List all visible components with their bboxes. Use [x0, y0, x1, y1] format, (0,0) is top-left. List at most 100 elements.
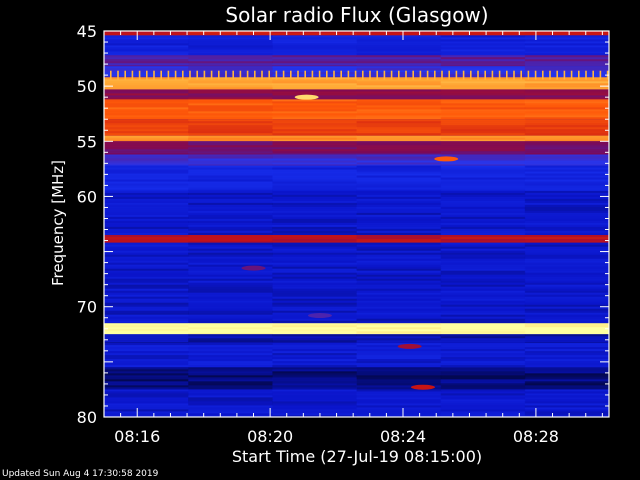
band-texture	[188, 385, 273, 388]
band-texture	[440, 415, 526, 417]
band-texture	[272, 298, 357, 301]
band-texture	[440, 145, 526, 148]
interference-tick	[110, 70, 112, 80]
band-texture	[272, 342, 357, 344]
band-texture	[524, 149, 610, 152]
band-texture	[524, 320, 610, 323]
band-texture	[272, 239, 357, 242]
band-texture	[188, 164, 273, 166]
band-texture	[440, 280, 526, 283]
band-texture	[440, 135, 526, 136]
band-texture	[104, 125, 189, 128]
band-texture	[104, 131, 189, 134]
band-texture	[440, 351, 526, 354]
band-texture	[104, 171, 189, 174]
band-texture	[104, 210, 189, 213]
band-texture	[272, 135, 357, 136]
band-texture	[188, 373, 273, 376]
band-texture	[524, 33, 610, 35]
band-texture	[188, 250, 273, 253]
band-texture	[440, 187, 526, 190]
band-texture	[104, 93, 189, 96]
band-texture	[524, 173, 610, 176]
band-texture	[524, 177, 610, 180]
interference-tick	[462, 70, 465, 80]
band-texture	[272, 212, 357, 215]
band-texture	[104, 338, 189, 341]
band-texture	[524, 49, 610, 52]
band-texture	[524, 208, 610, 211]
band-texture	[272, 171, 357, 174]
band-texture	[440, 254, 526, 257]
band-texture	[440, 165, 526, 168]
band-texture	[440, 244, 526, 247]
band-texture	[272, 399, 357, 402]
band-texture	[356, 294, 442, 297]
band-texture	[272, 383, 357, 386]
band-texture	[188, 282, 273, 285]
band-texture	[104, 292, 189, 295]
band-texture	[440, 181, 526, 184]
band-texture	[188, 286, 273, 289]
band-texture	[524, 135, 610, 138]
band-texture	[524, 242, 610, 245]
band-texture	[524, 70, 610, 73]
band-texture	[440, 391, 526, 394]
band-texture	[104, 173, 189, 176]
band-texture	[104, 325, 189, 328]
interference-tick	[491, 70, 494, 80]
band-texture	[104, 43, 189, 46]
band-texture	[440, 51, 526, 54]
band-texture	[356, 300, 442, 303]
band-texture	[188, 399, 273, 402]
band-texture	[524, 393, 610, 396]
interference-tick	[326, 70, 328, 80]
band-texture	[104, 379, 189, 382]
band-texture	[524, 244, 610, 247]
band-texture	[104, 63, 189, 66]
band-texture	[104, 250, 189, 253]
band-texture	[356, 214, 442, 217]
band-texture	[356, 252, 442, 255]
band-texture	[356, 333, 442, 335]
band-texture	[524, 407, 610, 410]
band-texture	[440, 97, 526, 100]
band-texture	[188, 262, 273, 265]
band-texture	[356, 31, 442, 33]
band-texture	[524, 154, 610, 157]
band-texture	[188, 284, 273, 287]
band-texture	[356, 125, 442, 128]
band-texture	[272, 109, 357, 112]
band-texture	[188, 72, 273, 75]
band-texture	[524, 250, 610, 253]
band-texture	[272, 41, 357, 44]
band-texture	[356, 147, 442, 150]
band-texture	[356, 151, 442, 154]
band-texture	[440, 89, 526, 92]
band-texture	[440, 93, 526, 96]
band-texture	[524, 413, 610, 416]
band-texture	[524, 270, 610, 273]
band-texture	[440, 47, 526, 50]
band-texture	[440, 363, 526, 366]
band-texture	[356, 381, 442, 384]
band-texture	[188, 158, 273, 161]
band-texture	[524, 298, 610, 301]
band-texture	[104, 139, 189, 142]
band-texture	[440, 113, 526, 116]
band-texture	[440, 59, 526, 62]
band-texture	[356, 306, 442, 309]
band-texture	[440, 63, 526, 66]
band-texture	[272, 274, 357, 277]
band-texture	[104, 383, 189, 386]
band-texture	[188, 320, 273, 323]
band-texture	[524, 290, 610, 293]
interference-tick	[297, 70, 299, 80]
band-texture	[104, 373, 189, 376]
band-texture	[188, 246, 273, 249]
band-texture	[440, 377, 526, 380]
band-texture	[188, 237, 273, 240]
band-texture	[524, 300, 610, 303]
band-texture	[272, 300, 357, 303]
